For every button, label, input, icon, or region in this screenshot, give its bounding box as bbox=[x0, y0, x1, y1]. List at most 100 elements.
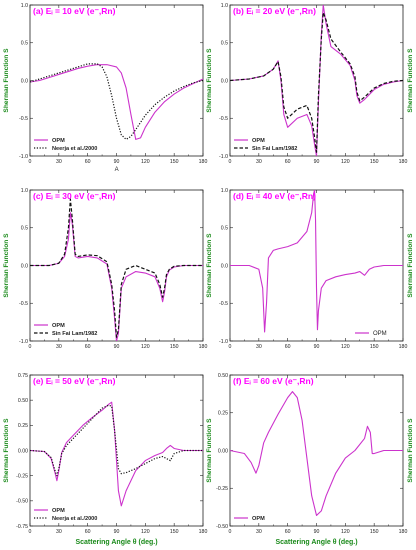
y-tick-label: -1.0 bbox=[219, 339, 228, 345]
x-tick-label: 30 bbox=[56, 159, 62, 165]
x-axis-label: Scattering Angle θ (deg.) bbox=[275, 539, 357, 546]
y-tick-label: -0.25 bbox=[216, 486, 228, 492]
legend: OPM bbox=[355, 331, 387, 337]
y-tick-label: 1.0 bbox=[21, 3, 28, 9]
y-tick-label: -1.0 bbox=[19, 154, 28, 160]
x-tick-label: 120 bbox=[141, 159, 150, 165]
x-tick-label: 120 bbox=[341, 344, 350, 350]
x-tick-label: 150 bbox=[170, 159, 179, 165]
x-tick-label: 0 bbox=[29, 529, 32, 535]
y-tick-label: 1.0 bbox=[21, 188, 28, 194]
legend-label: Sin Fai Lam/1982 bbox=[52, 331, 97, 337]
x-tick-label: 150 bbox=[370, 529, 379, 535]
x-tick-label: 180 bbox=[199, 529, 208, 535]
y-tick-label: 0.0 bbox=[21, 78, 28, 84]
legend-label: Sin Fai Lam/1982 bbox=[252, 146, 297, 152]
y-tick-label: 0.5 bbox=[221, 226, 228, 232]
x-axis-label: Scattering Angle θ (deg.) bbox=[75, 539, 157, 546]
legend-label: OPM bbox=[52, 138, 65, 144]
y-tick-label: -0.5 bbox=[19, 301, 28, 307]
panel-title: (e) Eᵢ = 50 eV (e⁻,Rn) bbox=[33, 376, 116, 386]
panel-title: (a) Eᵢ = 10 eV (e⁻,Rn) bbox=[33, 6, 116, 16]
y-tick-label: 0.5 bbox=[221, 41, 228, 47]
y-tick-label: 0.0 bbox=[221, 263, 228, 269]
y-axis-label-right: Sherman Function S bbox=[407, 233, 414, 298]
series-line-solid bbox=[30, 212, 203, 341]
series-line-solid bbox=[230, 5, 403, 156]
legend-label: OPM bbox=[252, 516, 265, 522]
y-tick-label: -0.5 bbox=[219, 301, 228, 307]
plot-frame bbox=[29, 4, 204, 157]
chart-panel-e: 0 30 60 90 120 150 180 -0.75 -0.50 -0.25 0.00 0.25 0… bbox=[16, 373, 207, 535]
y-axis-label-middle: Sherman Function S bbox=[206, 233, 213, 298]
x-tick-label: 150 bbox=[370, 159, 379, 165]
x-tick-label: 150 bbox=[370, 344, 379, 350]
x-tick-label: 150 bbox=[170, 344, 179, 350]
y-tick-label: -1.0 bbox=[219, 154, 228, 160]
x-tick-label: 120 bbox=[341, 159, 350, 165]
y-tick-label: 0.25 bbox=[218, 411, 228, 417]
series-line-solid bbox=[230, 190, 403, 333]
panel-title: (b) Eᵢ = 20 eV (e⁻,Rn) bbox=[233, 6, 316, 16]
x-tick-label: 0 bbox=[29, 344, 32, 350]
legend: OPM Sin Fai Lam/1982 bbox=[234, 138, 297, 152]
panel-title: (d) Eᵢ = 40 eV (e⁻,Rn) bbox=[233, 191, 316, 201]
x-tick-label: 180 bbox=[199, 159, 208, 165]
x-tick-label: 120 bbox=[341, 529, 350, 535]
y-tick-label: 0.75 bbox=[18, 373, 28, 379]
y-tick-label: 1.0 bbox=[221, 188, 228, 194]
x-tick-label: 90 bbox=[314, 159, 320, 165]
panel-title: (f) Eᵢ = 60 eV (e⁻,Rn) bbox=[233, 376, 314, 386]
y-tick-label: 1.0 bbox=[221, 3, 228, 9]
y-axis-label-middle: Sherman Function S bbox=[206, 418, 213, 483]
legend-label: Neerja et al./2000 bbox=[52, 146, 97, 152]
legend-label: Neerja et al./2000 bbox=[52, 516, 97, 522]
x-tick-label: 0 bbox=[229, 529, 232, 535]
y-axis-label-left: Sherman Function S bbox=[3, 418, 10, 483]
x-tick-label: 0 bbox=[229, 159, 232, 165]
y-tick-label: 0.0 bbox=[21, 263, 28, 269]
y-axis-label-left: Sherman Function S bbox=[3, 48, 10, 113]
y-tick-label: 0.50 bbox=[218, 373, 228, 379]
chart-panel-b: 0 30 60 90 120 150 180 -1.0 -0.5 0.0 0.5 1.0 (b) Eᵢ … bbox=[219, 3, 407, 165]
legend-label: OPM bbox=[252, 138, 265, 144]
series-line-solid bbox=[30, 401, 203, 507]
x-tick-label: 90 bbox=[314, 344, 320, 350]
x-tick-label: 60 bbox=[285, 344, 291, 350]
x-tick-label: 120 bbox=[141, 344, 150, 350]
x-tick-label: 30 bbox=[56, 529, 62, 535]
y-tick-label: 0.00 bbox=[18, 448, 28, 454]
legend: OPM Sin Fai Lam/1982 bbox=[34, 323, 97, 337]
legend-label: OPM bbox=[52, 323, 65, 329]
series-line-solid bbox=[230, 391, 403, 516]
y-tick-label: 0.0 bbox=[221, 78, 228, 84]
y-tick-label: 0.25 bbox=[18, 423, 28, 429]
series-line-solid bbox=[30, 64, 203, 140]
x-tick-label: 0 bbox=[229, 344, 232, 350]
x-tick-label: 30 bbox=[256, 159, 262, 165]
plot-frame bbox=[229, 4, 404, 157]
panel-annotation: A bbox=[115, 167, 119, 173]
chart-panel-a: 0 30 60 90 120 150 180 -1.0 -0.5 0.0 0.5 1.0 (a) Eᵢ … bbox=[19, 3, 207, 173]
chart-panel-c: 0 30 60 90 120 150 180 -1.0 -0.5 0.0 0.5 1.0 (c) Eᵢ … bbox=[19, 188, 207, 350]
y-tick-label: 0.00 bbox=[218, 448, 228, 454]
series-line-dashed bbox=[30, 198, 203, 338]
chart-panel-d: 0 30 60 90 120 150 180 -1.0 -0.5 0.0 0.5 1.0 (d) Eᵢ … bbox=[219, 188, 407, 350]
legend-label: OPM bbox=[373, 331, 387, 337]
y-tick-label: 0.5 bbox=[21, 41, 28, 47]
x-tick-label: 30 bbox=[256, 529, 262, 535]
x-tick-label: 30 bbox=[256, 344, 262, 350]
x-tick-label: 180 bbox=[399, 159, 408, 165]
legend: OPM Neerja et al./2000 bbox=[34, 508, 97, 522]
y-axis-label-right: Sherman Function S bbox=[407, 48, 414, 113]
y-tick-label: -0.50 bbox=[216, 524, 228, 530]
x-tick-label: 90 bbox=[114, 159, 120, 165]
y-tick-label: -0.5 bbox=[19, 116, 28, 122]
x-tick-label: 0 bbox=[29, 159, 32, 165]
y-tick-label: 0.50 bbox=[18, 398, 28, 404]
x-tick-label: 60 bbox=[85, 344, 91, 350]
y-tick-label: -0.5 bbox=[219, 116, 228, 122]
y-tick-label: -0.25 bbox=[16, 473, 28, 479]
panel-title: (c) Eᵢ = 30 eV (e⁻,Rn) bbox=[33, 191, 116, 201]
